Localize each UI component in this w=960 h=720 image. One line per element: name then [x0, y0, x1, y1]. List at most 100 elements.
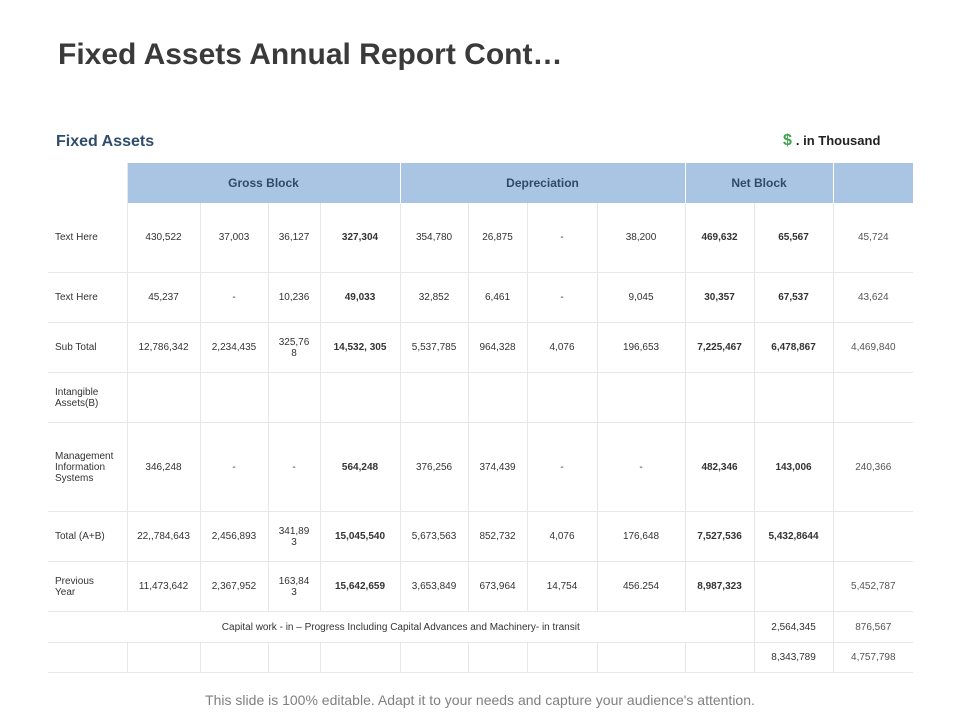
capital-work-row: Capital work - in – Progress Including C…: [48, 611, 914, 643]
table-cell: 4,076: [527, 511, 598, 562]
table-cell: 32,852: [400, 272, 469, 323]
table-row: Text Here 45,237-10,236 49,033 32,852 6,461-…: [48, 272, 914, 323]
table-cell: 482,346: [685, 422, 755, 512]
table-cell: 6,478,867: [754, 322, 834, 373]
empty-cell: [527, 642, 598, 673]
row-label: Intangible Assets(B): [48, 372, 128, 423]
table-cell: 65,567: [754, 203, 834, 273]
table-cell: 8,987,323: [685, 561, 755, 612]
table-cell: [833, 511, 914, 562]
table-cell: 4,076: [527, 322, 598, 373]
table-cell: [754, 372, 834, 423]
row-label: Total (A+B): [48, 511, 128, 562]
table-cell: 5,673,563: [400, 511, 469, 562]
empty-cell: [127, 642, 201, 673]
row-label: Text Here: [48, 272, 128, 323]
empty-cell: [685, 642, 755, 673]
table-cell: 2,367,952: [200, 561, 269, 612]
table-cell: 49,033: [320, 272, 401, 323]
empty-cell: [400, 642, 469, 673]
empty-cell: [468, 642, 528, 673]
table-row: Previous Year 11,473,642 2,367,952 163,84 3 15…: [48, 561, 914, 612]
table-cell: 376,256: [400, 422, 469, 512]
table-cell: [685, 372, 755, 423]
table-cell: -: [200, 422, 269, 512]
table-cell: 15,045,540: [320, 511, 401, 562]
table-cell: 964,328: [468, 322, 528, 373]
table-cell: 4,469,840: [833, 322, 914, 373]
capital-work-label: Capital work - in – Progress Including C…: [48, 611, 755, 643]
row-label: Text Here: [48, 203, 128, 273]
header-row: Gross Block Depreciation Net Block: [48, 163, 914, 203]
page-title: Fixed Assets Annual Report Cont…: [58, 38, 563, 71]
header-corner: [48, 163, 128, 203]
empty-cell: [597, 642, 686, 673]
header-depreciation: Depreciation: [400, 163, 686, 203]
table-cell: [527, 372, 598, 423]
table-cell: 5,452,787: [833, 561, 914, 612]
table-cell: 852,732: [468, 511, 528, 562]
table-cell: 26,875: [468, 203, 528, 273]
table-cell: 6,461: [468, 272, 528, 323]
table-cell: 240,366: [833, 422, 914, 512]
table-cell: -: [268, 422, 321, 512]
footer-note: This slide is 100% editable. Adapt it to…: [205, 692, 755, 708]
final-total-value: 8,343,789: [754, 642, 834, 673]
capital-work-value: 2,564,345: [754, 611, 834, 643]
table-cell: [127, 372, 201, 423]
table-cell: [833, 372, 914, 423]
table-cell: 14,754: [527, 561, 598, 612]
row-label: Sub Total: [48, 322, 128, 373]
table-cell: 374,439: [468, 422, 528, 512]
table-cell: 143,006: [754, 422, 834, 512]
table-cell: 14,532, 305: [320, 322, 401, 373]
table-cell: 456.254: [597, 561, 686, 612]
empty-cell: [200, 642, 269, 673]
row-label: Previous Year: [48, 561, 128, 612]
final-total-value: 4,757,798: [833, 642, 914, 673]
table-row: Total (A+B) 22,,784,643 2,456,893 341,89 3 15…: [48, 511, 914, 562]
table-cell: 36,127: [268, 203, 321, 273]
table-cell: 673,964: [468, 561, 528, 612]
table-cell: 22,,784,643: [127, 511, 201, 562]
table-cell: 45,237: [127, 272, 201, 323]
table-cell: [754, 561, 834, 612]
table-cell: 469,632: [685, 203, 755, 273]
header-net-block: Net Block: [685, 163, 834, 203]
header-gross-block: Gross Block: [127, 163, 401, 203]
capital-work-value: 876,567: [833, 611, 914, 643]
table-cell: 163,84 3: [268, 561, 321, 612]
table-cell: 43,624: [833, 272, 914, 323]
dollar-icon: $: [783, 132, 792, 149]
table-row: Text Here 430,522 37,003 36,127 327,304 354,7…: [48, 203, 914, 273]
table-cell: 37,003: [200, 203, 269, 273]
empty-cell: [320, 642, 401, 673]
table-cell: 176,648: [597, 511, 686, 562]
table-cell: 430,522: [127, 203, 201, 273]
table-cell: 564,248: [320, 422, 401, 512]
table-cell: 3,653,849: [400, 561, 469, 612]
table-cell: 7,225,467: [685, 322, 755, 373]
table-cell: 15,642,659: [320, 561, 401, 612]
table-cell: 354,780: [400, 203, 469, 273]
table-cell: -: [527, 272, 598, 323]
table-cell: 45,724: [833, 203, 914, 273]
table-cell: -: [527, 422, 598, 512]
table-cell: 2,456,893: [200, 511, 269, 562]
table-cell: 67,537: [754, 272, 834, 323]
empty-cell: [268, 642, 321, 673]
header-extra: [833, 163, 914, 203]
table-cell: 9,045: [597, 272, 686, 323]
table-cell: [200, 372, 269, 423]
final-total-row: 8,343,789 4,757,798: [48, 642, 914, 673]
table-cell: 327,304: [320, 203, 401, 273]
table-cell: [597, 372, 686, 423]
section-label: Fixed Assets: [56, 133, 155, 150]
table-cell: 11,473,642: [127, 561, 201, 612]
table-row: Sub Total 12,786,342 2,234,435 325,76 8 14,53…: [48, 322, 914, 373]
unit-note: $. in Thousand: [783, 132, 880, 150]
table-cell: 7,527,536: [685, 511, 755, 562]
table-cell: [400, 372, 469, 423]
table-cell: [468, 372, 528, 423]
table-cell: -: [597, 422, 686, 512]
